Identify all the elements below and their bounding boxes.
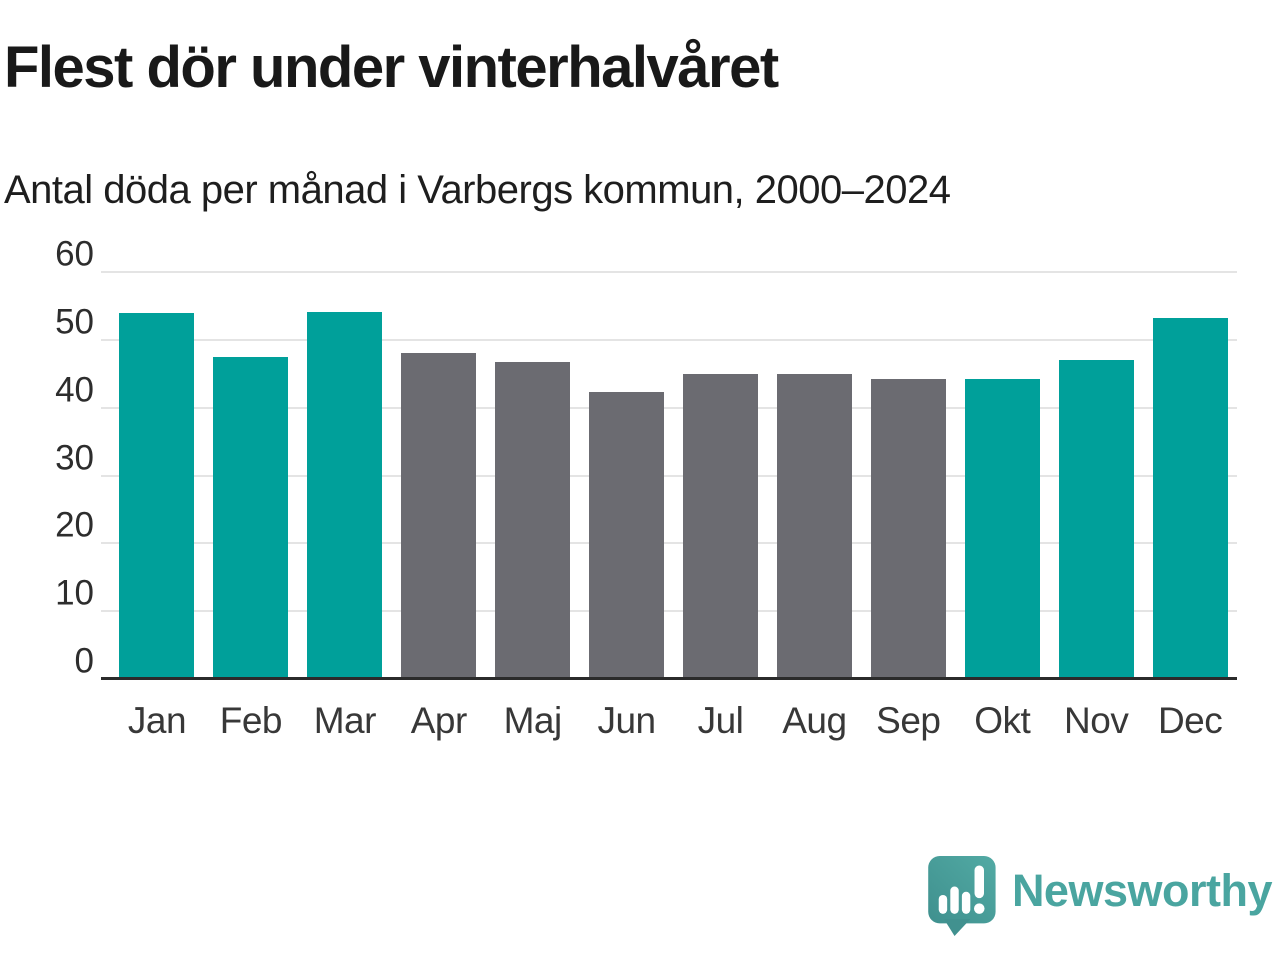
x-tick-label-apr: Apr xyxy=(410,700,468,741)
bar-okt xyxy=(964,378,1040,679)
newsworthy-logo-text: Newsworthy xyxy=(1011,865,1273,916)
x-tick-label-feb: Feb xyxy=(219,700,283,741)
bar-mar xyxy=(307,312,383,679)
bar-slot-jul xyxy=(674,272,768,679)
bar-slot-apr xyxy=(392,272,486,679)
newsworthy-logo-icon xyxy=(928,856,996,936)
newsworthy-logo: Newsworthy xyxy=(928,856,1273,936)
gridline-y40 xyxy=(101,406,1237,409)
x-tick-label-maj: Maj xyxy=(503,700,563,741)
x-tick-label-nov: Nov xyxy=(1064,700,1129,741)
y-tick-label: 60 xyxy=(55,234,94,274)
x-tick-label-jan: Jan xyxy=(127,700,187,741)
bar-slot-aug xyxy=(767,272,861,679)
gridline-y60 xyxy=(101,271,1237,273)
bar-slot-sep xyxy=(861,272,955,679)
bar-maj xyxy=(495,362,571,679)
bar-nov xyxy=(1058,359,1134,679)
bar-slot-okt xyxy=(955,272,1049,679)
bar-sep xyxy=(870,378,946,679)
x-tick-label-sep: Sep xyxy=(876,700,941,741)
chart-subtitle: Antal döda per månad i Varbergs kommun, … xyxy=(4,168,951,212)
page-title: Flest dör under vinterhalvåret xyxy=(4,35,779,100)
y-tick-label: 40 xyxy=(55,370,94,410)
gridline-y20 xyxy=(101,542,1237,545)
bar-slot-mar xyxy=(298,272,392,679)
x-tick-label-jun: Jun xyxy=(597,700,656,741)
x-tick-label-jul: Jul xyxy=(697,700,744,741)
x-tick-label-aug: Aug xyxy=(782,700,847,741)
x-tick-label-okt: Okt xyxy=(974,700,1031,741)
y-axis: 0 10 20 30 40 50 60 xyxy=(0,237,94,681)
y-tick-label: 10 xyxy=(55,573,94,613)
bar-jun xyxy=(589,392,665,679)
y-tick-label: 0 xyxy=(74,641,94,681)
gridline-y50 xyxy=(101,338,1237,341)
gridline-y10 xyxy=(101,610,1237,613)
bar-slot-jan xyxy=(110,272,204,679)
bar-dec xyxy=(1152,318,1228,679)
bar-slot-jun xyxy=(580,272,674,679)
x-tick-label-dec: Dec xyxy=(1157,700,1223,741)
gridline-y30 xyxy=(101,474,1237,477)
y-tick-label: 30 xyxy=(55,438,94,477)
bar-jan xyxy=(119,312,195,679)
bar-slot-feb xyxy=(204,272,298,679)
bar-slot-nov xyxy=(1049,272,1143,679)
y-tick-label: 50 xyxy=(55,302,94,342)
y-tick-label: 20 xyxy=(55,505,94,545)
bar-series xyxy=(110,272,1237,679)
bar-slot-dec xyxy=(1143,272,1237,679)
bar-feb xyxy=(213,356,289,679)
bar-apr xyxy=(401,353,477,679)
x-axis-line xyxy=(101,677,1237,680)
x-tick-label-mar: Mar xyxy=(313,700,377,741)
x-axis: Jan Feb Mar Apr Maj Jun Jul Aug Sep Okt Nov Dec xyxy=(110,700,1237,742)
bar-slot-maj xyxy=(486,272,580,679)
bar-jul xyxy=(682,373,758,679)
bar-aug xyxy=(776,373,852,679)
plot-area xyxy=(101,271,1237,680)
